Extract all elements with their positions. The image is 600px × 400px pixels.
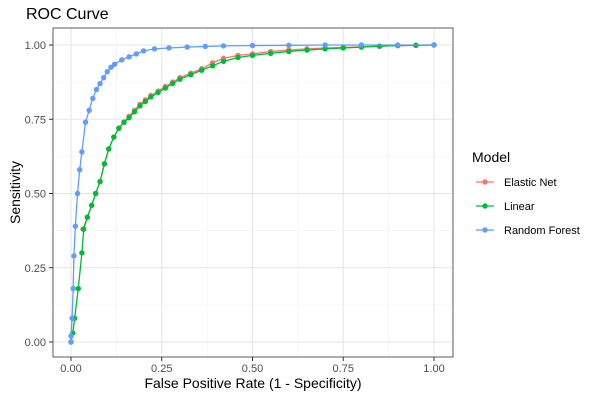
series-point	[133, 51, 140, 57]
series-point	[249, 52, 256, 59]
y-tick-label: 0.50	[25, 189, 46, 201]
x-tick-label: 0.75	[333, 363, 354, 375]
series-point	[184, 44, 190, 50]
series-point	[68, 339, 74, 345]
series-point	[267, 50, 274, 57]
series-point	[79, 149, 85, 155]
series-point	[82, 119, 89, 125]
series-point	[111, 134, 117, 140]
series-point	[100, 74, 107, 81]
series-point	[322, 42, 328, 48]
series-point	[142, 98, 149, 105]
x-tick-label: 0.00	[60, 363, 81, 375]
series-point	[126, 54, 132, 60]
series-point	[119, 57, 125, 63]
y-tick-label: 1.00	[25, 40, 46, 52]
series-point	[162, 85, 169, 91]
series-point	[148, 94, 154, 100]
series-point	[121, 119, 127, 125]
y-tick-label: 0.00	[25, 337, 46, 349]
series-point	[286, 48, 292, 55]
series-point	[108, 64, 114, 70]
y-tick-label: 0.75	[25, 114, 46, 126]
series-point	[286, 42, 292, 48]
series-point	[376, 43, 383, 49]
series-point	[106, 146, 112, 152]
series-point	[101, 161, 108, 167]
series-point	[202, 43, 209, 50]
series-point	[69, 315, 75, 321]
series-point	[177, 76, 183, 82]
series-point	[70, 285, 76, 292]
legend-item: Elastic Net	[476, 177, 557, 189]
series-point	[79, 250, 85, 256]
y-axis-label: Sensitivity	[7, 161, 23, 224]
series-point	[97, 80, 103, 87]
series-point	[84, 214, 91, 220]
series-point	[340, 45, 346, 51]
series-point	[137, 103, 143, 109]
series-layer	[68, 42, 437, 345]
series-point	[304, 47, 310, 53]
x-tick-label: 1.00	[423, 363, 444, 375]
series-point	[97, 178, 103, 185]
legend-key-point	[482, 179, 488, 185]
series-point	[72, 223, 79, 229]
series-point	[249, 42, 256, 49]
series-point	[75, 285, 81, 292]
series-point	[188, 72, 194, 78]
legend-key-point	[482, 227, 488, 233]
series-point	[68, 333, 74, 339]
series-point	[322, 46, 328, 52]
series-point	[77, 167, 83, 173]
series-point	[86, 107, 92, 114]
series-point	[90, 95, 96, 102]
series-point	[209, 63, 216, 69]
series-point	[235, 54, 241, 61]
x-axis-label: False Positive Rate (1 - Specificity)	[144, 375, 361, 391]
series-point	[395, 42, 401, 48]
series-point	[131, 109, 138, 115]
series-point	[166, 45, 172, 51]
series-point	[220, 43, 227, 49]
series-point	[104, 69, 111, 75]
legend-label: Random Forest	[504, 225, 580, 237]
series-point	[116, 125, 122, 131]
series-point	[220, 58, 227, 65]
series-point	[74, 190, 81, 197]
series-point	[358, 42, 365, 48]
series-point	[126, 115, 132, 121]
series-point	[71, 253, 77, 259]
x-tick-label: 0.50	[242, 363, 263, 375]
series-point	[111, 61, 118, 68]
legend-item: Linear	[476, 201, 535, 213]
series-linear	[68, 42, 437, 345]
y-tick-label: 0.25	[25, 263, 46, 275]
series-point	[151, 46, 158, 52]
legend-key-point	[482, 203, 488, 209]
series-point	[81, 226, 87, 232]
series-point	[140, 48, 147, 54]
series-point	[169, 80, 176, 87]
series-point	[93, 86, 100, 93]
legend: Model Elastic Net Linear Random Forest	[472, 149, 580, 237]
chart-title: ROC Curve	[26, 6, 109, 23]
x-tick-label: 0.25	[151, 363, 172, 375]
grid-layer	[53, 28, 453, 357]
legend-item: Random Forest	[476, 225, 580, 237]
axis-layer: 0.00 0.25 0.50 0.75 1.00 0.00 0.25 0.50 0.75 1.00…	[7, 40, 445, 391]
series-point	[155, 89, 161, 96]
legend-title: Model	[472, 149, 510, 165]
series-random-forest	[68, 42, 437, 345]
legend-label: Linear	[504, 201, 535, 213]
series-point	[92, 190, 99, 197]
series-line	[70, 44, 435, 343]
series-point	[88, 202, 95, 209]
legend-label: Elastic Net	[504, 177, 557, 189]
series-point	[431, 42, 437, 48]
series-point	[198, 67, 205, 73]
